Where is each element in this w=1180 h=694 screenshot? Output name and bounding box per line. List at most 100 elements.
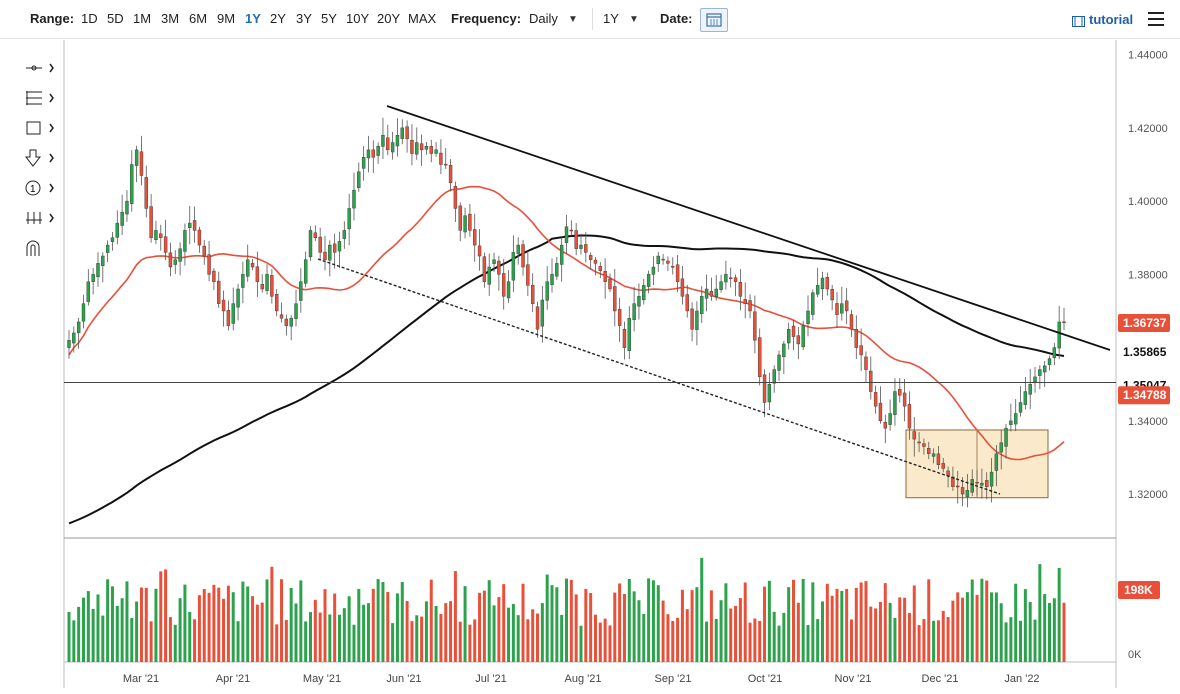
- volume-bar: [705, 621, 709, 662]
- crosshair-icon[interactable]: [24, 58, 58, 80]
- volume-bar: [362, 604, 366, 662]
- candle-body: [1023, 391, 1028, 405]
- range-20y[interactable]: 20Y: [377, 11, 401, 26]
- rectangle-icon[interactable]: [24, 118, 58, 140]
- range-10y[interactable]: 10Y: [346, 11, 370, 26]
- volume-bar: [173, 624, 177, 662]
- candle-body: [318, 236, 322, 253]
- volume-bar: [420, 616, 424, 662]
- candle-body: [844, 300, 849, 312]
- candle-body: [511, 252, 516, 281]
- tutorial-link[interactable]: tutorial: [1089, 12, 1134, 27]
- volume-bar: [309, 612, 313, 662]
- volume-bar: [439, 614, 443, 662]
- x-tick-label: Apr '21: [216, 673, 251, 685]
- candle-body: [970, 479, 974, 493]
- volume-bar: [806, 625, 810, 662]
- volume-bar: [801, 578, 805, 662]
- magnet-icon[interactable]: [24, 238, 58, 260]
- volume-bar: [656, 585, 660, 662]
- candle-body: [651, 266, 656, 275]
- frequency-select[interactable]: Daily: [529, 11, 558, 26]
- range-1m[interactable]: 1M: [133, 11, 152, 26]
- candle-body: [999, 442, 1003, 453]
- candle-body: [212, 270, 216, 282]
- volume-bar: [661, 600, 665, 662]
- range-5d[interactable]: 5D: [107, 11, 124, 26]
- volume-bar: [1019, 620, 1023, 662]
- candle-body: [424, 145, 429, 150]
- candle-body: [931, 453, 936, 457]
- candle-body: [332, 243, 337, 253]
- range-3y[interactable]: 3Y: [296, 11, 312, 26]
- candle-body: [922, 443, 926, 447]
- volume-bar: [193, 619, 197, 662]
- y-tick-label: 1.32000: [1128, 489, 1168, 501]
- volume-bar: [951, 600, 955, 662]
- candle-body: [704, 288, 709, 299]
- volume-bar: [540, 603, 544, 662]
- last-price-label-text: 1.36737: [1123, 316, 1167, 330]
- menu-icon[interactable]: [1148, 12, 1164, 26]
- volume-bar: [758, 620, 762, 662]
- volume-bar: [545, 574, 549, 662]
- date-label: Date:: [660, 11, 693, 26]
- volume-bar: [507, 607, 511, 662]
- chevron-down-icon[interactable]: ▼: [629, 14, 639, 25]
- candle-body: [1014, 413, 1018, 425]
- volume-bar: [391, 623, 395, 662]
- film-icon[interactable]: [1072, 16, 1086, 28]
- calendar-icon[interactable]: [700, 8, 728, 32]
- x-tick-label: Dec '21: [922, 673, 959, 685]
- candle-body: [1042, 365, 1047, 373]
- numbered-marker-icon[interactable]: 1: [24, 178, 58, 200]
- volume-bar: [415, 615, 419, 662]
- volume-bar: [772, 611, 776, 662]
- volume-bar: [849, 619, 853, 662]
- candle-body: [303, 259, 308, 284]
- measure-icon[interactable]: [24, 208, 58, 230]
- volume-bar: [1028, 602, 1032, 662]
- fib-retracement-icon[interactable]: [24, 88, 58, 110]
- chevron-down-icon[interactable]: ▼: [568, 14, 578, 25]
- volume-bar: [154, 588, 158, 662]
- range-3m[interactable]: 3M: [161, 11, 180, 26]
- volume-bar: [77, 606, 81, 662]
- candle-body: [410, 140, 414, 154]
- volume-bar: [449, 601, 453, 662]
- candle-body: [782, 343, 786, 358]
- range-5y[interactable]: 5Y: [321, 11, 337, 26]
- volume-bar: [241, 581, 245, 662]
- volume-bar: [400, 582, 404, 662]
- candle-body: [994, 453, 999, 471]
- volume-bar: [584, 589, 588, 662]
- volume-bar: [168, 617, 172, 662]
- candle-body: [130, 164, 134, 204]
- fast-moving-average-line: [68, 185, 1065, 461]
- candle-body: [1052, 347, 1057, 358]
- candle-body: [173, 259, 177, 265]
- range-max[interactable]: MAX: [408, 11, 437, 26]
- range-9m[interactable]: 9M: [217, 11, 236, 26]
- volume-bar: [231, 592, 235, 662]
- candle-body: [869, 370, 873, 392]
- range-6m[interactable]: 6M: [189, 11, 208, 26]
- volume-bar: [478, 592, 482, 662]
- candle-body: [989, 471, 994, 487]
- arrow-down-icon[interactable]: [24, 148, 58, 170]
- volume-bar: [883, 583, 887, 662]
- candle-body: [497, 260, 501, 275]
- candle-body: [144, 177, 148, 209]
- range-1d[interactable]: 1D: [81, 11, 98, 26]
- volume-bar: [792, 579, 796, 662]
- volume-bar: [796, 602, 800, 662]
- period-select[interactable]: 1Y: [603, 11, 619, 26]
- range-1y[interactable]: 1Y: [245, 11, 261, 26]
- volume-bar: [246, 586, 250, 662]
- range-2y[interactable]: 2Y: [270, 11, 286, 26]
- volume-bar: [202, 588, 206, 662]
- candle-body: [840, 303, 844, 314]
- candle-body: [835, 303, 839, 315]
- candle-body: [883, 421, 887, 429]
